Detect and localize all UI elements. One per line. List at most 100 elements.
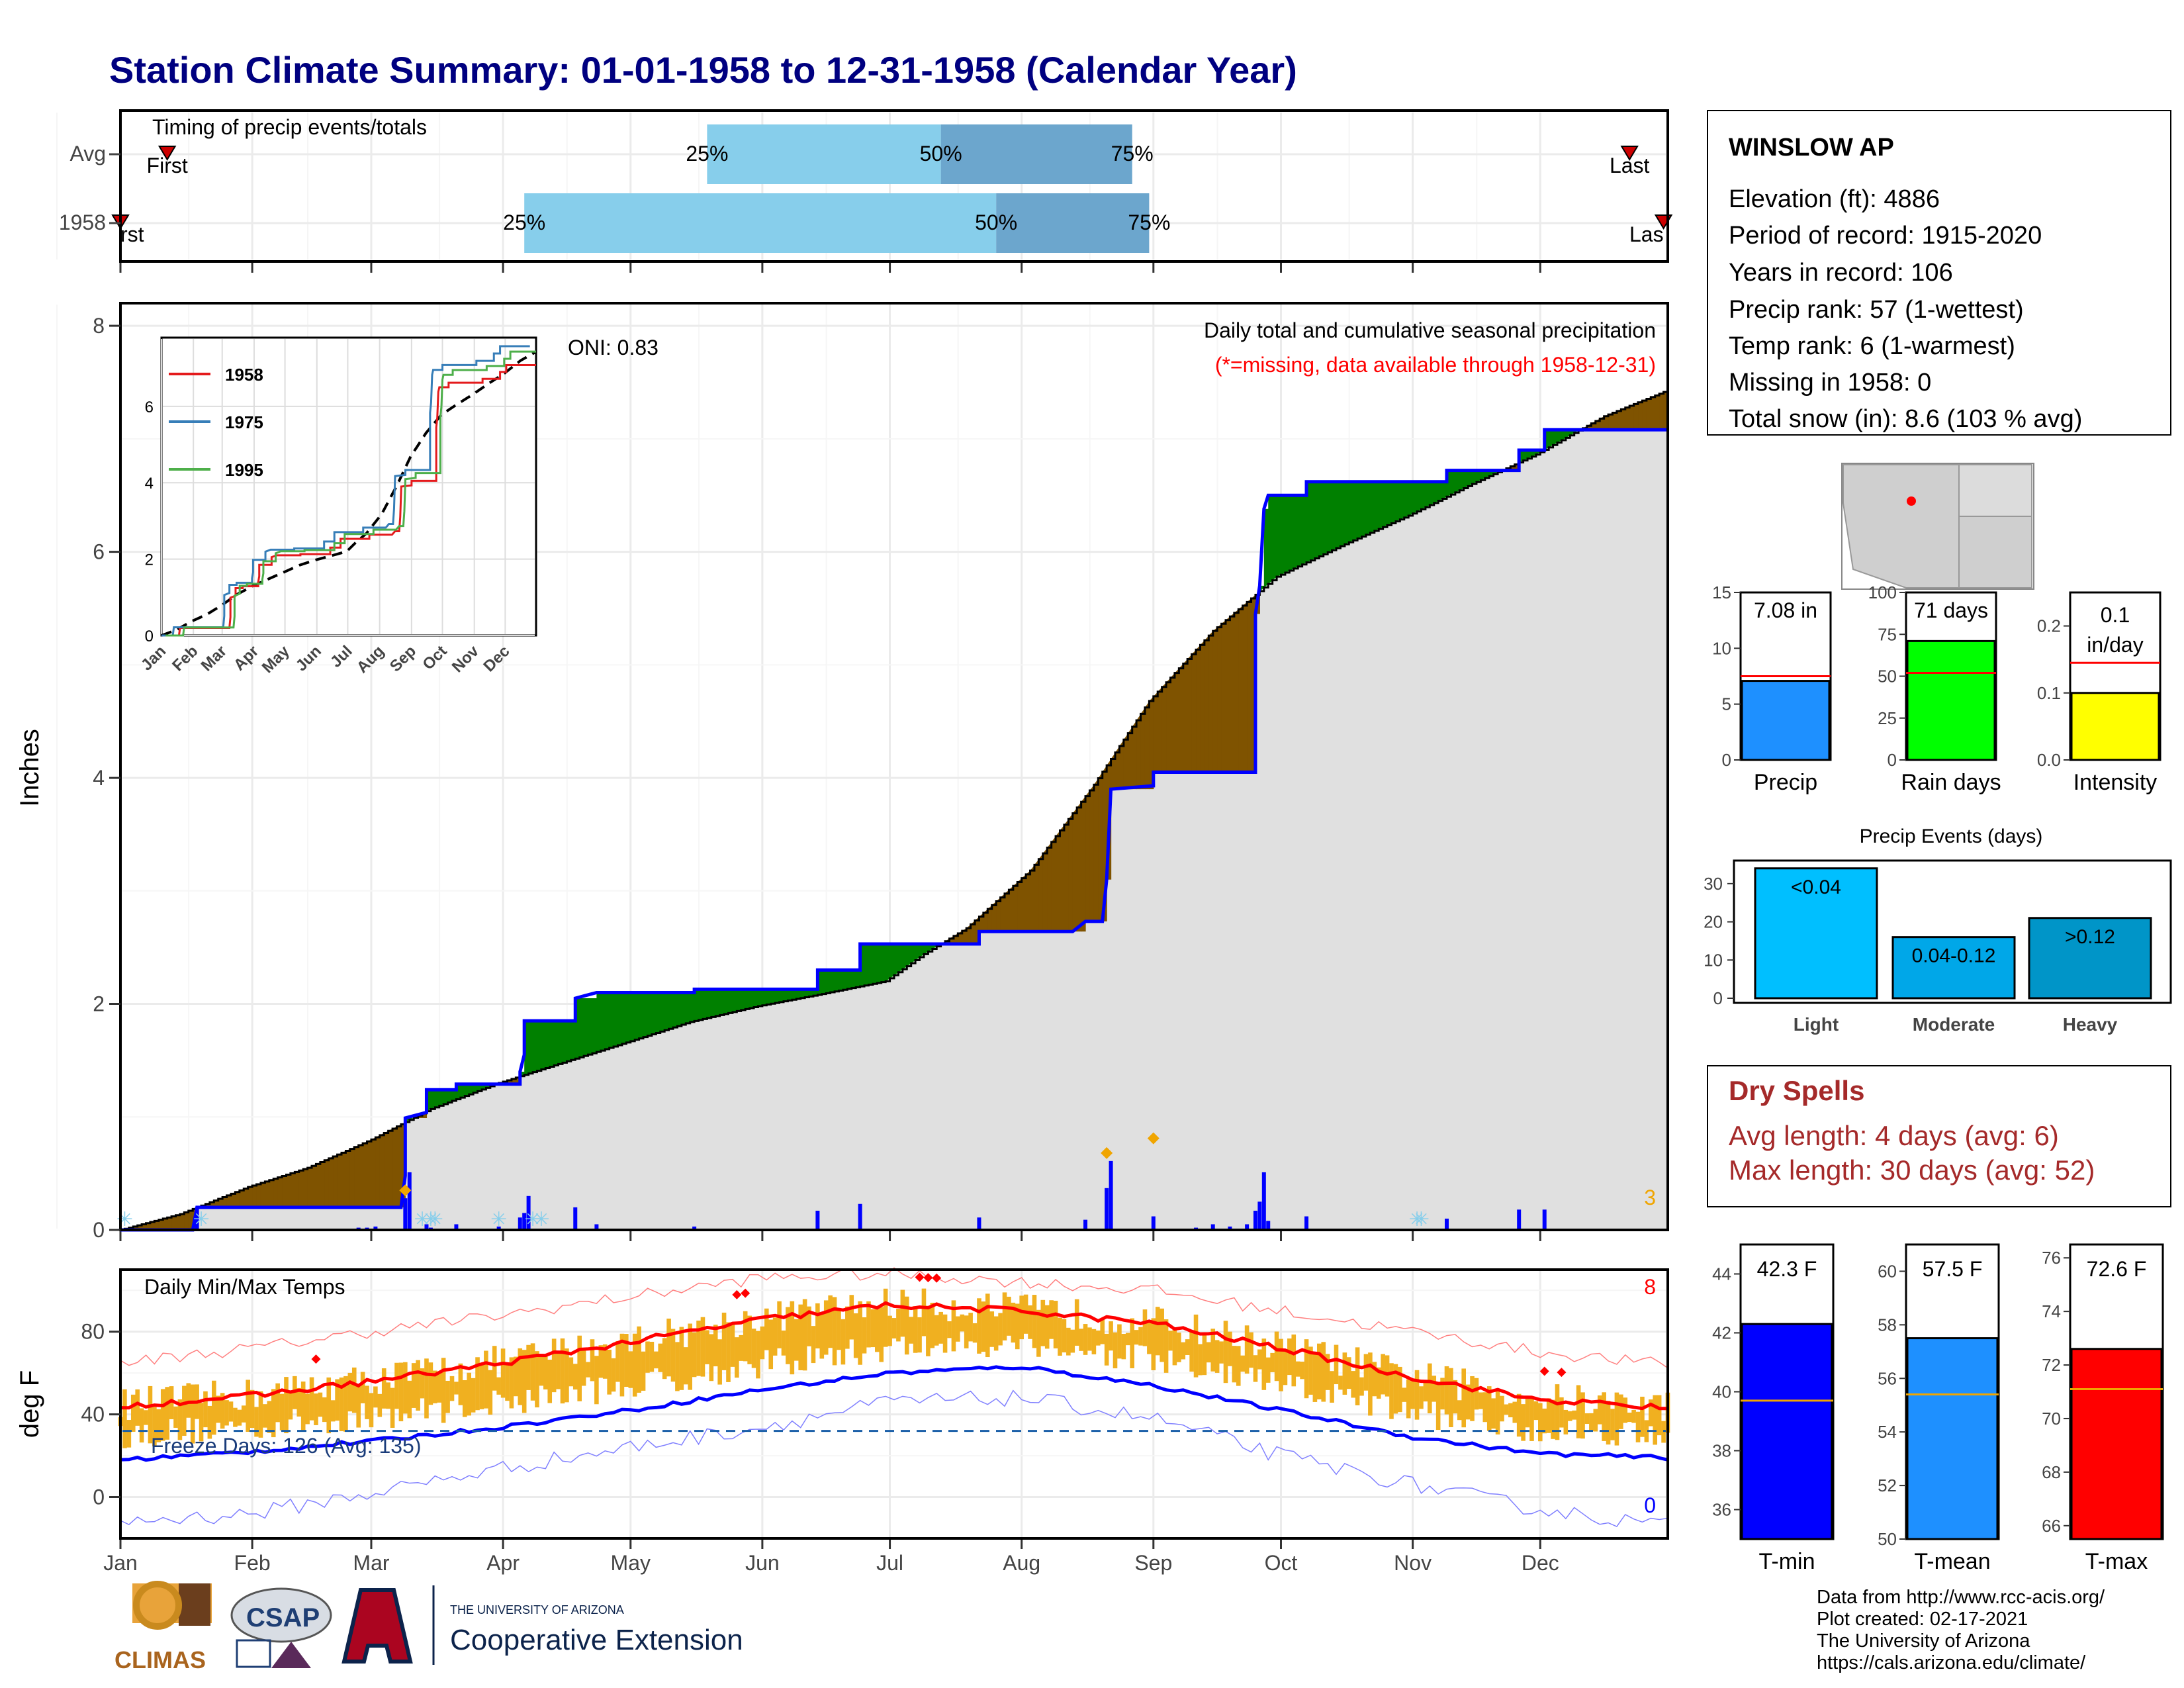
daily-temp-range-bar	[1002, 1292, 1007, 1340]
temp-bar-label: T-max	[2085, 1549, 2148, 1574]
timing-label: Timing of precip events/totals	[152, 115, 427, 139]
daily-temp-range-bar	[551, 1338, 557, 1393]
month-label: Jul	[876, 1551, 903, 1575]
location-map	[1841, 463, 2034, 590]
deficit-strip	[244, 1187, 249, 1207]
daily-precip-bar	[1253, 1210, 1257, 1230]
snow-marker: ✳	[193, 1209, 209, 1231]
daily-temp-range-bar	[1495, 1389, 1500, 1434]
summary-bar-tick-label: 10	[1712, 638, 1731, 658]
daily-temp-range-bar	[598, 1345, 604, 1378]
deficit-strip	[252, 1184, 257, 1207]
daily-temp-range-bar	[1155, 1307, 1160, 1356]
surplus-strip	[1553, 430, 1558, 445]
temp-bar-tick-label: 54	[1878, 1422, 1897, 1442]
daily-temp-range-bar	[1070, 1329, 1075, 1353]
daily-temp-range-bar	[1142, 1309, 1148, 1346]
month-label: Oct	[1265, 1551, 1298, 1575]
deficit-strip	[1093, 778, 1099, 921]
deficit-strip	[1183, 659, 1188, 773]
surplus-strip	[1400, 481, 1405, 520]
daily-temp-range-bar	[1580, 1392, 1585, 1439]
record-high-marker	[915, 1272, 925, 1282]
daily-temp-range-bar	[1291, 1334, 1297, 1387]
surplus-strip	[1302, 495, 1307, 565]
daily-temp-range-bar	[849, 1295, 854, 1340]
daily-temp-range-bar	[407, 1380, 412, 1419]
daily-temp-range-bar	[135, 1389, 140, 1426]
precip-event-category: Light	[1794, 1014, 1839, 1035]
daily-temp-range-bar	[152, 1407, 157, 1446]
surplus-strip	[1344, 481, 1349, 545]
daily-temp-range-bar	[1516, 1393, 1522, 1437]
deficit-strip	[1234, 609, 1239, 773]
daily-temp-range-bar	[1244, 1325, 1250, 1374]
daily-precip-bar	[573, 1207, 578, 1230]
precip-events-chart: Precip Events (days) 0 10 20 30 <0.04 Light 0.…	[1704, 825, 2172, 1035]
daily-temp-range-bar	[628, 1351, 633, 1388]
deficit-strip	[1068, 813, 1073, 932]
deficit-strip	[239, 1188, 244, 1207]
daily-temp-range-bar	[747, 1315, 752, 1364]
station-marker	[1907, 496, 1916, 506]
surplus-strip	[635, 992, 640, 1040]
month-label: Jan	[103, 1551, 138, 1575]
precip-events-bars: 0 10 20 30 <0.04 Light 0.04-0.12 Moderate >0.12 H…	[1704, 867, 2152, 1035]
surplus-strip	[563, 1021, 568, 1063]
daily-temp-range-bar	[858, 1301, 862, 1365]
surplus-strip	[872, 944, 878, 984]
surplus-strip	[452, 1090, 457, 1102]
temp-content	[118, 1267, 1670, 1527]
dry-spells-title: Dry Spells	[1729, 1075, 1864, 1106]
inset-month-label: Feb	[169, 642, 201, 675]
daily-temp-range-bar	[1398, 1366, 1402, 1413]
surplus-strip	[792, 989, 797, 1000]
surplus-strip	[779, 989, 784, 1002]
footer-credits: Data from http://www.rcc-acis.org/ Plot …	[1817, 1587, 2105, 1673]
daily-temp-range-bar	[539, 1354, 544, 1386]
station-line-6: Missing in 1958: 0	[1729, 369, 1931, 397]
daily-temp-range-bar	[917, 1317, 922, 1353]
daily-temp-range-bar	[1623, 1397, 1628, 1423]
deficit-strip	[1230, 612, 1235, 773]
daily-temp-range-bar	[1414, 1370, 1420, 1420]
surplus-strip	[1272, 495, 1277, 581]
daily-temp-range-bar	[1457, 1400, 1462, 1421]
daily-temp-range-bar	[420, 1368, 425, 1399]
surplus-strip	[1455, 470, 1460, 492]
inset-legend-1995: 1995	[225, 460, 263, 480]
dry-spells-box: Dry Spells Avg length: 4 days (avg: 6) M…	[1707, 1065, 2171, 1207]
daily-temp-range-bar	[1453, 1380, 1458, 1414]
daily-temp-range-bar	[900, 1289, 905, 1337]
daily-temp-range-bar	[1508, 1403, 1513, 1418]
deficit-strip	[277, 1176, 283, 1207]
missing-note: (*=missing, data available through 1958-…	[1215, 353, 1656, 377]
daily-temp-range-bar	[993, 1316, 999, 1351]
daily-temp-range-bar	[692, 1332, 697, 1378]
footer-line-1: Data from http://www.rcc-acis.org/	[1817, 1587, 2105, 1608]
month-label: Nov	[1394, 1551, 1432, 1575]
deficit-strip	[167, 1216, 172, 1230]
daily-temp-range-bar	[241, 1405, 246, 1423]
record-high-marker	[741, 1288, 751, 1298]
temp-bar-tick-label: 44	[1712, 1264, 1731, 1284]
daily-temp-range-bar	[535, 1351, 539, 1408]
surplus-strip	[741, 989, 746, 1010]
deficit-strip	[1200, 640, 1205, 773]
daily-temp-range-bar	[309, 1377, 314, 1421]
last-event-label: Las	[1629, 222, 1664, 246]
daily-temp-range-bar	[1351, 1371, 1355, 1398]
daily-temp-range-bar	[811, 1326, 816, 1364]
daily-temp-range-bar	[1044, 1305, 1050, 1349]
deficit-strip	[1161, 682, 1167, 773]
surplus-strip	[528, 1021, 533, 1074]
daily-temp-range-bar	[1274, 1331, 1279, 1382]
daily-temp-range-bar	[1066, 1327, 1071, 1356]
daily-temp-range-bar	[1393, 1364, 1398, 1414]
daily-temp-range-bar	[569, 1357, 574, 1387]
inset-month-label: Jan	[138, 642, 169, 674]
daily-temp-range-bar	[1185, 1339, 1190, 1355]
daily-temp-range-bar	[786, 1307, 790, 1364]
daily-temp-range-bar	[837, 1310, 841, 1350]
daily-temp-range-bar	[1091, 1329, 1097, 1354]
